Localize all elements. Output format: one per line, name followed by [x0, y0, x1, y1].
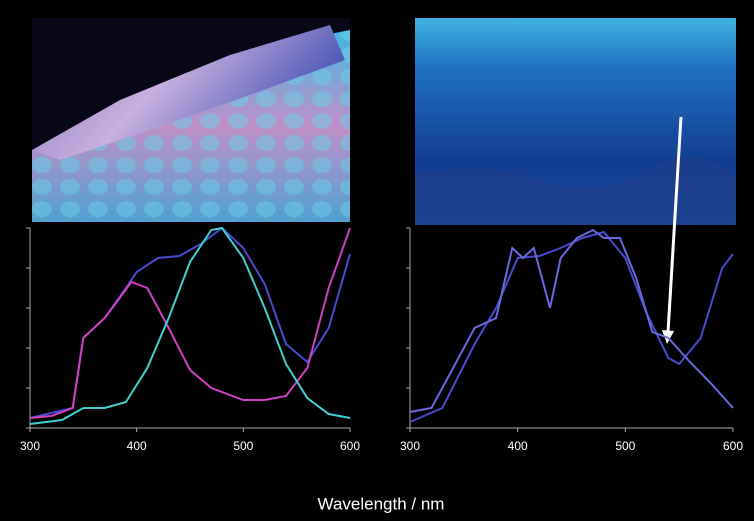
- x-tick-label: 300: [400, 439, 420, 453]
- x-tick-label: 400: [508, 439, 528, 453]
- series-line: [409, 230, 734, 423]
- x-tick-label: 300: [20, 439, 40, 453]
- fish-photo: [32, 18, 350, 222]
- series-line: [29, 226, 351, 425]
- x-axis-label: Wavelength / nm: [318, 494, 445, 513]
- series-line: [29, 227, 351, 419]
- underwater-photo: [415, 18, 736, 225]
- x-tick-label: 500: [233, 439, 253, 453]
- series-line: [409, 228, 734, 413]
- x-tick-label: 400: [127, 439, 147, 453]
- x-tick-label: 600: [340, 439, 360, 453]
- x-tick-label: 600: [723, 439, 743, 453]
- x-tick-label: 500: [615, 439, 635, 453]
